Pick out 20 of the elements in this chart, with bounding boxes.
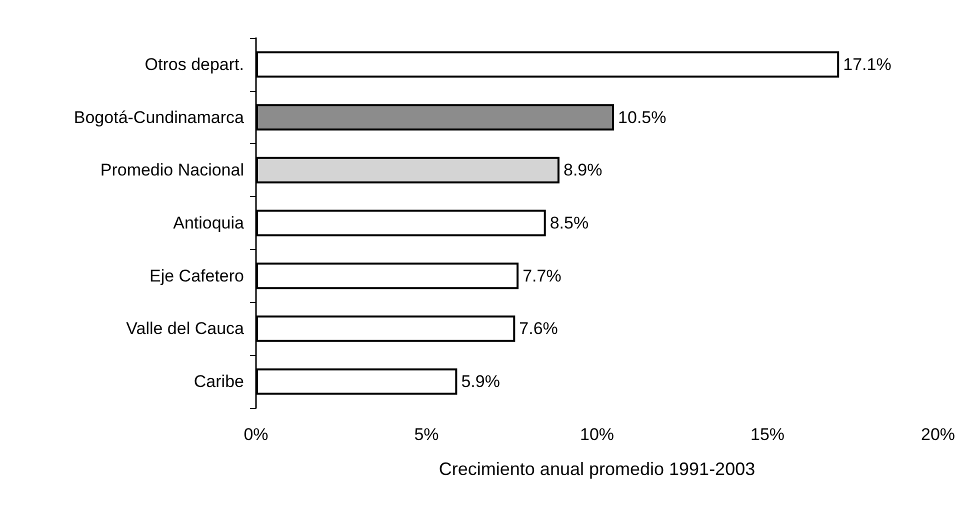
y-tick-label: Caribe [194, 372, 244, 392]
y-tick-label: Promedio Nacional [100, 160, 244, 180]
y-tick-label: Bogotá-Cundinamarca [74, 108, 245, 127]
data-label: 7.6% [519, 319, 558, 338]
x-axis-title: Crecimiento anual promedio 1991-2003 [438, 459, 756, 479]
x-tick-label: 5% [414, 425, 439, 444]
x-tick-label: 15% [750, 425, 785, 444]
y-tick-label: Otros depart. [144, 54, 244, 74]
data-label: 8.9% [563, 160, 602, 180]
data-label: 7.7% [522, 266, 562, 286]
data-label: 10.5% [618, 108, 666, 127]
x-tick-label: 10% [580, 425, 614, 444]
data-label: 8.5% [550, 214, 589, 232]
x-tick-label: 0% [244, 425, 268, 444]
y-tick-label: Valle del Cauca [126, 319, 245, 338]
y-tick-label: Eje Cafetero [150, 266, 244, 286]
y-tick-label: Antioquia [173, 214, 245, 232]
x-tick-label: 20% [920, 425, 956, 444]
data-label: 17.1% [843, 54, 892, 74]
data-label: 5.9% [461, 372, 500, 392]
